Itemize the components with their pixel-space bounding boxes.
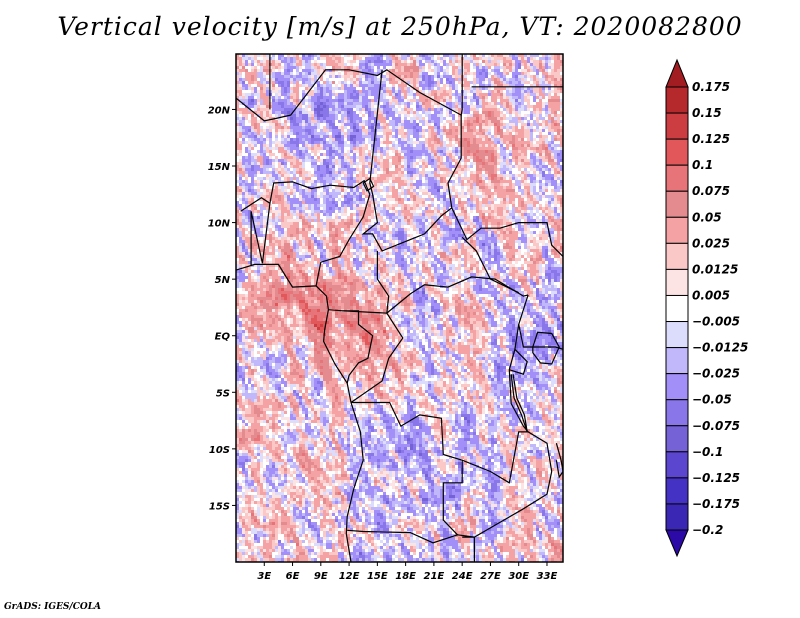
- colorbar-swatch: [665, 451, 689, 479]
- colorbar-label: 0.15: [692, 106, 722, 120]
- border-line: [509, 348, 528, 375]
- colorbar-label: −0.125: [692, 471, 740, 485]
- colorbar-swatch: [665, 242, 689, 270]
- colorbar-swatch: [665, 86, 689, 114]
- colorbar-swatch: [665, 477, 689, 505]
- x-tick-label: 24E: [452, 571, 473, 582]
- x-tick-label: 27E: [480, 571, 501, 582]
- border-line: [350, 312, 404, 403]
- x-tick-label: 6E: [286, 571, 300, 582]
- colorbar-swatch: [665, 294, 689, 323]
- border-line: [342, 310, 374, 384]
- colorbar-label: −0.075: [692, 419, 740, 433]
- x-tick-label: 3E: [257, 571, 271, 582]
- colorbar-label: −0.05: [692, 393, 732, 407]
- colorbar-swatch: [665, 268, 689, 296]
- y-tick-label: 20N: [208, 105, 231, 116]
- border-line: [315, 194, 371, 287]
- border-line: [347, 401, 463, 544]
- colorbar-label: 0.05: [692, 210, 722, 224]
- colorbar-swatch: [665, 399, 689, 427]
- x-tick-label: 30E: [508, 571, 529, 582]
- y-tick-label: 10S: [209, 445, 230, 456]
- colorbar-swatch: [665, 190, 689, 218]
- chart-title: Vertical velocity [m/s] at 250hPa, VT: 2…: [57, 12, 743, 41]
- x-axis: 3E 6E 9E 12E 15E 18E 21E 24E 27E 30E 33E: [257, 562, 558, 582]
- x-tick-label: 12E: [339, 571, 360, 582]
- colorbar-label: −0.0125: [692, 341, 748, 355]
- border-line: [457, 431, 553, 538]
- colorbar-label: −0.2: [692, 523, 723, 537]
- colorbar-label: 0.125: [692, 132, 730, 146]
- border-line: [362, 177, 375, 192]
- border-line: [236, 263, 364, 562]
- border-line: [250, 203, 271, 266]
- colorbar-swatch: [665, 138, 689, 166]
- y-tick-label: 15N: [208, 162, 231, 173]
- border-line: [532, 331, 560, 365]
- border-line: [328, 250, 390, 314]
- x-tick-label: 21E: [424, 571, 445, 582]
- country-borders: [236, 54, 563, 562]
- colorbar-label: −0.175: [692, 497, 740, 511]
- colorbar-arrow-top: [665, 58, 689, 88]
- colorbar-label: 0.0125: [692, 262, 738, 276]
- colorbar-label: 0.025: [692, 236, 730, 250]
- x-tick-label: 18E: [395, 571, 416, 582]
- map-frame: [235, 53, 564, 563]
- y-tick-label: 10N: [208, 219, 231, 230]
- x-tick-label: 9E: [314, 571, 328, 582]
- colorbar: 0.175 0.15 0.125 0.1 0.075 0.05 0.025 0.0125 0.0…: [665, 58, 748, 558]
- border-line: [510, 374, 528, 433]
- colorbar-label: 0.075: [692, 184, 730, 198]
- border-line: [236, 54, 463, 122]
- colorbar-swatch: [665, 425, 689, 453]
- colorbar-swatch: [665, 347, 689, 375]
- x-tick-label: 15E: [367, 571, 388, 582]
- border-line: [555, 443, 563, 479]
- border-line: [361, 69, 462, 252]
- x-tick-label: 33E: [537, 571, 558, 582]
- colorbar-swatch: [665, 112, 689, 140]
- border-line: [240, 179, 371, 212]
- colorbar-swatch: [665, 164, 689, 192]
- colorbar-swatch: [665, 321, 689, 349]
- colorbar-label: −0.1: [692, 445, 723, 459]
- y-axis: 20N 15N 10N 5N EQ 5S 10S 15S: [208, 105, 236, 512]
- colorbar-swatch: [665, 503, 689, 531]
- border-line: [462, 536, 475, 562]
- y-tick-label: 15S: [209, 501, 230, 512]
- colorbar-label: 0.005: [692, 288, 730, 302]
- y-tick-label: 5S: [216, 388, 230, 399]
- colorbar-label: 0.1: [692, 158, 713, 172]
- colorbar-label: 0.175: [692, 80, 730, 94]
- colorbar-swatch: [665, 373, 689, 401]
- y-tick-label: 5N: [215, 275, 231, 286]
- colorbar-label: −0.025: [692, 367, 740, 381]
- border-line: [386, 276, 529, 314]
- grads-credit: GrADS: IGES/COLA: [4, 602, 102, 612]
- colorbar-swatch: [665, 216, 689, 244]
- colorbar-arrow-bottom: [665, 529, 689, 558]
- border-line: [461, 236, 519, 294]
- y-tick-label: EQ: [215, 332, 231, 343]
- vertical-velocity-field: [236, 54, 563, 562]
- colorbar-label: −0.005: [692, 315, 740, 329]
- border-line: [451, 207, 563, 257]
